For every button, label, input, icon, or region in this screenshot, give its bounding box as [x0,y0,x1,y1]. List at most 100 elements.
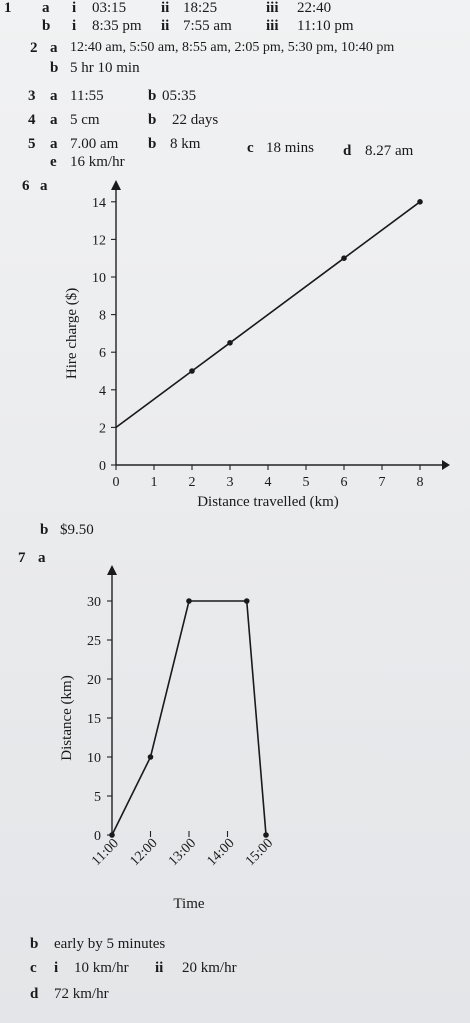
q5a-value: 7.00 am [70,136,119,152]
q7c-ii-value: 20 km/hr [182,960,237,976]
q3a-label: a [50,88,58,104]
q3a-value: 11:55 [70,88,104,104]
q1b-i-label: i [72,18,77,34]
q5-number: 5 [28,136,36,152]
q7-number: 7 [18,550,26,566]
q1b-i-value: 8:35 pm [92,18,142,34]
x-tick-label: 5 [303,475,310,490]
y-tick-label: 12 [92,233,106,248]
q5e-label: e [50,154,57,170]
x-tick-label: 2 [189,475,196,490]
q1a-iii-label: iii [266,0,279,16]
x-tick-label: 15:00 [243,836,276,869]
q7a-label: a [38,550,46,566]
y-axis-label: Hire charge ($) [64,288,80,379]
q1a-label: a [42,0,50,16]
q3b-label: b [148,88,157,104]
q2a-value: 12:40 am, 5:50 am, 8:55 am, 2:05 pm, 5:3… [70,40,395,55]
x-tick-label: 7 [379,475,386,490]
q1a-i-value: 03:15 [92,0,127,16]
x-tick-label: 1 [151,475,158,490]
y-tick-label: 0 [94,829,101,844]
q1b-label: b [42,18,51,34]
x-tick-label: 12:00 [127,836,160,869]
q1b-iii-label: iii [266,18,279,34]
q7d-value: 72 km/hr [54,986,109,1002]
y-tick-label: 20 [87,673,101,688]
q7c-i-label: i [54,960,59,976]
q4b-value: 22 days [172,112,219,128]
data-point [263,832,269,838]
y-tick-label: 14 [92,196,106,211]
q6b-value: $9.50 [60,522,94,538]
data-point [243,598,250,604]
q5d-value: 8.27 am [365,143,414,159]
q7b-value: early by 5 minutes [54,936,166,952]
y-tick-label: 2 [99,421,106,436]
x-axis-arrow [442,460,450,470]
q1b-ii-value: 7:55 am [183,18,232,34]
q5e-value: 16 km/hr [70,154,125,170]
data-point [109,832,115,838]
data-point [189,368,195,374]
y-tick-label: 5 [94,790,101,805]
journey-line [111,600,267,836]
data-point [341,255,347,261]
hire-charge-line [115,201,421,429]
x-axis-label: Distance travelled (km) [197,494,339,510]
q5d-label: d [343,143,352,159]
q4b-label: b [148,112,157,128]
q1a-ii-label: ii [161,0,170,16]
y-tick-label: 15 [87,712,101,727]
q5b-label: b [148,136,157,152]
q3-number: 3 [28,88,36,104]
q2-number: 2 [30,40,38,56]
x-axis-label: Time [173,896,204,912]
q2a-label: a [50,40,58,56]
q4a-label: a [50,112,58,128]
x-tick-label: 0 [113,475,120,490]
data-point [147,754,154,760]
data-point [186,598,192,604]
q1a-i-label: i [72,0,77,16]
y-tick-label: 4 [99,384,106,399]
q4a-value: 5 cm [70,112,100,128]
q7b-label: b [30,936,39,952]
y-tick-label: 30 [87,595,101,610]
q7c-label: c [30,960,37,976]
y-tick-label: 25 [87,634,101,649]
distance-time-chart: 11:00 12:00 13:00 14:00 15:00051015202530Tim… [59,565,276,912]
x-tick-label: 4 [265,475,272,490]
q2b-label: b [50,60,59,76]
y-tick-label: 0 [99,459,106,474]
q5b-value: 8 km [170,136,201,152]
y-tick-label: 8 [99,309,106,324]
q6b-label: b [40,522,49,538]
q5c-label: c [247,140,254,156]
x-tick-label: 14:00 [204,836,237,869]
y-axis-arrow [107,565,117,575]
q1-number: 1 [4,0,12,16]
q1b-iii-value: 11:10 pm [297,18,354,34]
x-tick-label: 3 [227,475,234,490]
q5a-label: a [50,136,58,152]
data-point [417,199,423,205]
q6-number: 6 [22,178,30,194]
q6a-label: a [40,178,48,194]
y-tick-label: 6 [99,346,106,361]
q7c-i-value: 10 km/hr [74,960,129,976]
q1b-ii-label: ii [161,18,170,34]
y-tick-label: 10 [92,271,106,286]
y-axis-label: Distance (km) [59,675,75,760]
q1a-ii-value: 18:25 [183,0,218,16]
y-axis-arrow [111,180,121,190]
y-tick-label: 10 [87,751,101,766]
x-tick-label: 8 [417,475,424,490]
q5c-value: 18 mins [266,140,314,156]
q4-number: 4 [28,112,36,128]
x-tick-label: 6 [341,475,348,490]
q7d-label: d [30,986,39,1002]
q2b-value: 5 hr 10 min [70,60,140,76]
